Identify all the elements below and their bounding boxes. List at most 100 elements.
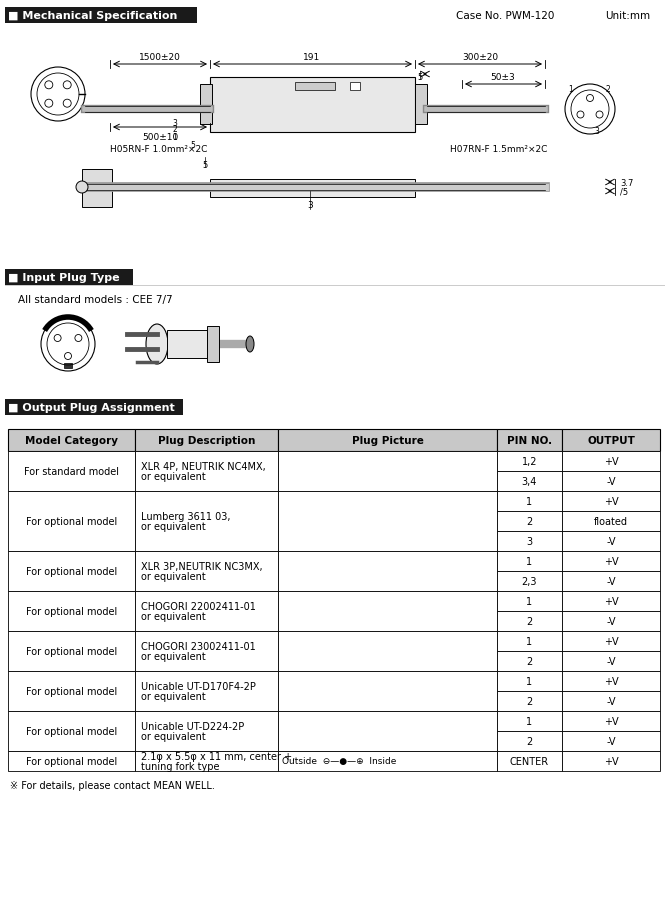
Bar bbox=[8, 491, 135, 552]
Bar bbox=[82, 170, 112, 208]
Bar bbox=[8, 552, 135, 591]
Text: or equivalent: or equivalent bbox=[141, 611, 206, 621]
Bar bbox=[497, 471, 562, 491]
Text: -V: -V bbox=[606, 696, 616, 706]
Text: 191: 191 bbox=[304, 53, 321, 62]
Bar bbox=[5, 399, 183, 415]
Bar bbox=[278, 712, 497, 751]
Bar bbox=[64, 364, 72, 368]
Bar bbox=[562, 631, 660, 651]
Text: All standard models : CEE 7/7: All standard models : CEE 7/7 bbox=[18, 294, 173, 304]
Text: -V: -V bbox=[606, 656, 616, 666]
Text: or equivalent: or equivalent bbox=[141, 471, 206, 481]
Text: +V: +V bbox=[604, 637, 618, 647]
Bar bbox=[8, 671, 135, 712]
Text: 3: 3 bbox=[307, 201, 313, 210]
Bar bbox=[497, 712, 562, 731]
Bar bbox=[497, 572, 562, 591]
Bar bbox=[497, 751, 562, 771]
Bar bbox=[562, 651, 660, 671]
Bar bbox=[497, 591, 562, 611]
Text: 2.1φ x 5.5φ x 11 mm, center +,: 2.1φ x 5.5φ x 11 mm, center +, bbox=[141, 751, 295, 761]
Text: 2: 2 bbox=[173, 126, 178, 135]
Bar bbox=[562, 731, 660, 751]
Text: For optional model: For optional model bbox=[26, 647, 117, 656]
Bar bbox=[210, 180, 415, 198]
Bar bbox=[5, 270, 133, 285]
Text: 1: 1 bbox=[173, 133, 178, 142]
Text: For optional model: For optional model bbox=[26, 566, 117, 576]
Bar bbox=[8, 712, 135, 751]
Bar bbox=[415, 85, 427, 125]
Text: H07RN-F 1.5mm²×2C: H07RN-F 1.5mm²×2C bbox=[450, 145, 547, 154]
Bar bbox=[562, 751, 660, 771]
Bar bbox=[497, 491, 562, 511]
Text: or equivalent: or equivalent bbox=[141, 691, 206, 702]
Text: 3.7: 3.7 bbox=[620, 178, 633, 187]
Bar bbox=[278, 751, 497, 771]
Text: 1: 1 bbox=[527, 716, 533, 726]
Bar bbox=[8, 430, 135, 452]
Bar bbox=[562, 712, 660, 731]
Bar bbox=[295, 83, 335, 91]
Bar bbox=[278, 631, 497, 671]
Text: 1: 1 bbox=[527, 556, 533, 566]
Text: /5: /5 bbox=[620, 187, 628, 196]
Bar bbox=[207, 327, 219, 363]
Text: CENTER: CENTER bbox=[510, 756, 549, 766]
Text: 1500±20: 1500±20 bbox=[139, 53, 181, 62]
Circle shape bbox=[76, 182, 88, 194]
Text: Model Category: Model Category bbox=[25, 435, 118, 445]
Text: 3: 3 bbox=[527, 536, 533, 546]
Text: ※ For details, please contact MEAN WELL.: ※ For details, please contact MEAN WELL. bbox=[10, 780, 215, 790]
Bar bbox=[5, 8, 197, 24]
Bar bbox=[135, 491, 278, 552]
Text: 2,3: 2,3 bbox=[522, 576, 537, 586]
Bar bbox=[562, 671, 660, 691]
Text: 500±10: 500±10 bbox=[142, 134, 178, 143]
Text: +V: +V bbox=[604, 497, 618, 507]
Text: 5: 5 bbox=[417, 73, 423, 82]
Text: ■ Mechanical Specification: ■ Mechanical Specification bbox=[8, 11, 178, 21]
Text: -V: -V bbox=[606, 477, 616, 487]
Bar bbox=[497, 531, 562, 552]
Text: 2: 2 bbox=[527, 617, 533, 627]
Bar bbox=[278, 671, 497, 712]
Bar bbox=[497, 611, 562, 631]
Bar bbox=[8, 591, 135, 631]
Bar bbox=[562, 691, 660, 712]
Bar bbox=[562, 572, 660, 591]
Text: For optional model: For optional model bbox=[26, 756, 117, 766]
Bar bbox=[350, 83, 360, 91]
Text: +V: +V bbox=[604, 556, 618, 566]
Bar bbox=[5, 285, 665, 286]
Bar bbox=[135, 671, 278, 712]
Text: 3,4: 3,4 bbox=[522, 477, 537, 487]
Bar bbox=[562, 611, 660, 631]
Text: Unicable UT-D224-2P: Unicable UT-D224-2P bbox=[141, 721, 245, 731]
Bar bbox=[278, 491, 497, 552]
Bar bbox=[562, 452, 660, 471]
Bar bbox=[8, 631, 135, 671]
Text: 50±3: 50±3 bbox=[490, 72, 515, 81]
Text: 1,2: 1,2 bbox=[522, 457, 537, 467]
Bar bbox=[562, 591, 660, 611]
Bar bbox=[200, 85, 212, 125]
Text: floated: floated bbox=[594, 517, 628, 526]
Text: For optional model: For optional model bbox=[26, 686, 117, 696]
Bar bbox=[497, 430, 562, 452]
Bar bbox=[497, 452, 562, 471]
Text: 1: 1 bbox=[568, 86, 573, 95]
Bar bbox=[562, 491, 660, 511]
Text: Plug Description: Plug Description bbox=[158, 435, 255, 445]
Bar bbox=[135, 751, 278, 771]
Bar bbox=[210, 78, 415, 133]
Text: -V: -V bbox=[606, 736, 616, 746]
Text: XLR 4P, NEUTRIK NC4MX,: XLR 4P, NEUTRIK NC4MX, bbox=[141, 461, 266, 471]
Bar bbox=[497, 671, 562, 691]
Text: Unit:mm: Unit:mm bbox=[605, 11, 650, 21]
Text: ■ Input Plug Type: ■ Input Plug Type bbox=[8, 273, 120, 283]
Text: For optional model: For optional model bbox=[26, 517, 117, 526]
Bar bbox=[278, 452, 497, 491]
Text: CHOGORI 22002411-01: CHOGORI 22002411-01 bbox=[141, 601, 256, 611]
